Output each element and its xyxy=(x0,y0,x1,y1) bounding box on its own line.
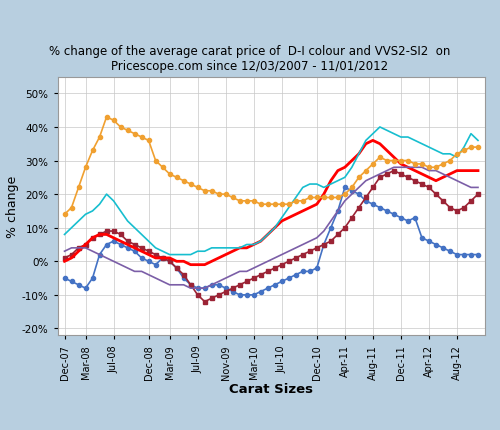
Text: % change of the average carat price of  D-I colour and VVS2-SI2  on
Pricescope.c: % change of the average carat price of D… xyxy=(50,45,450,73)
Y-axis label: % change: % change xyxy=(6,175,19,237)
X-axis label: Carat Sizes: Carat Sizes xyxy=(229,382,313,395)
